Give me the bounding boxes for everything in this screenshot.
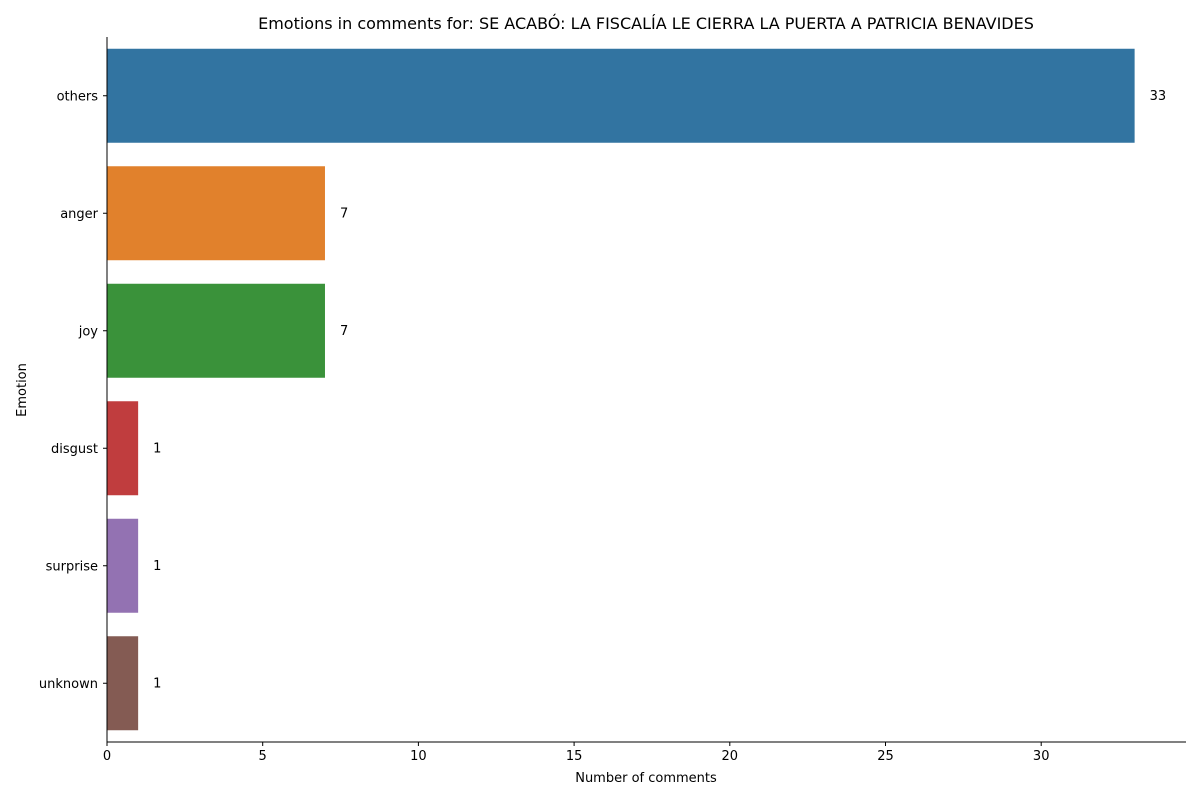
x-tick-label: 0 xyxy=(103,749,111,764)
bar-joy xyxy=(107,283,325,378)
data-label-surprise: 1 xyxy=(153,559,161,574)
bar-surprise xyxy=(107,518,139,613)
bar-others xyxy=(107,48,1135,143)
bar-disgust xyxy=(107,401,139,496)
data-labels-layer: 33 7 7 1 1 1 xyxy=(153,89,1166,692)
data-label-disgust: 1 xyxy=(153,441,161,456)
y-axis-ticks: others anger joy disgust surprise unknown xyxy=(39,89,107,692)
data-label-anger: 7 xyxy=(340,206,348,221)
bar-unknown xyxy=(107,636,139,731)
data-label-others: 33 xyxy=(1150,89,1167,104)
x-axis-label: Number of comments xyxy=(575,771,717,786)
x-tick-label: 10 xyxy=(410,749,427,764)
bar-anger xyxy=(107,166,325,261)
bars-layer xyxy=(107,48,1135,731)
x-tick-label: 15 xyxy=(566,749,583,764)
y-tick-label-others: others xyxy=(57,89,99,104)
y-tick-label-surprise: surprise xyxy=(46,559,98,574)
x-axis-ticks: 0 5 10 15 20 25 30 xyxy=(103,742,1050,764)
y-tick-label-disgust: disgust xyxy=(51,442,98,457)
chart-title: Emotions in comments for: SE ACABÓ: LA F… xyxy=(258,14,1034,33)
y-tick-label-unknown: unknown xyxy=(39,677,98,692)
x-tick-label: 5 xyxy=(259,749,267,764)
y-tick-label-anger: anger xyxy=(60,207,98,222)
x-tick-label: 20 xyxy=(722,749,739,764)
y-axis-label: Emotion xyxy=(15,363,30,417)
data-label-unknown: 1 xyxy=(153,676,161,691)
y-tick-label-joy: joy xyxy=(78,324,99,339)
x-tick-label: 25 xyxy=(877,749,894,764)
x-tick-label: 30 xyxy=(1033,749,1050,764)
data-label-joy: 7 xyxy=(340,324,348,339)
